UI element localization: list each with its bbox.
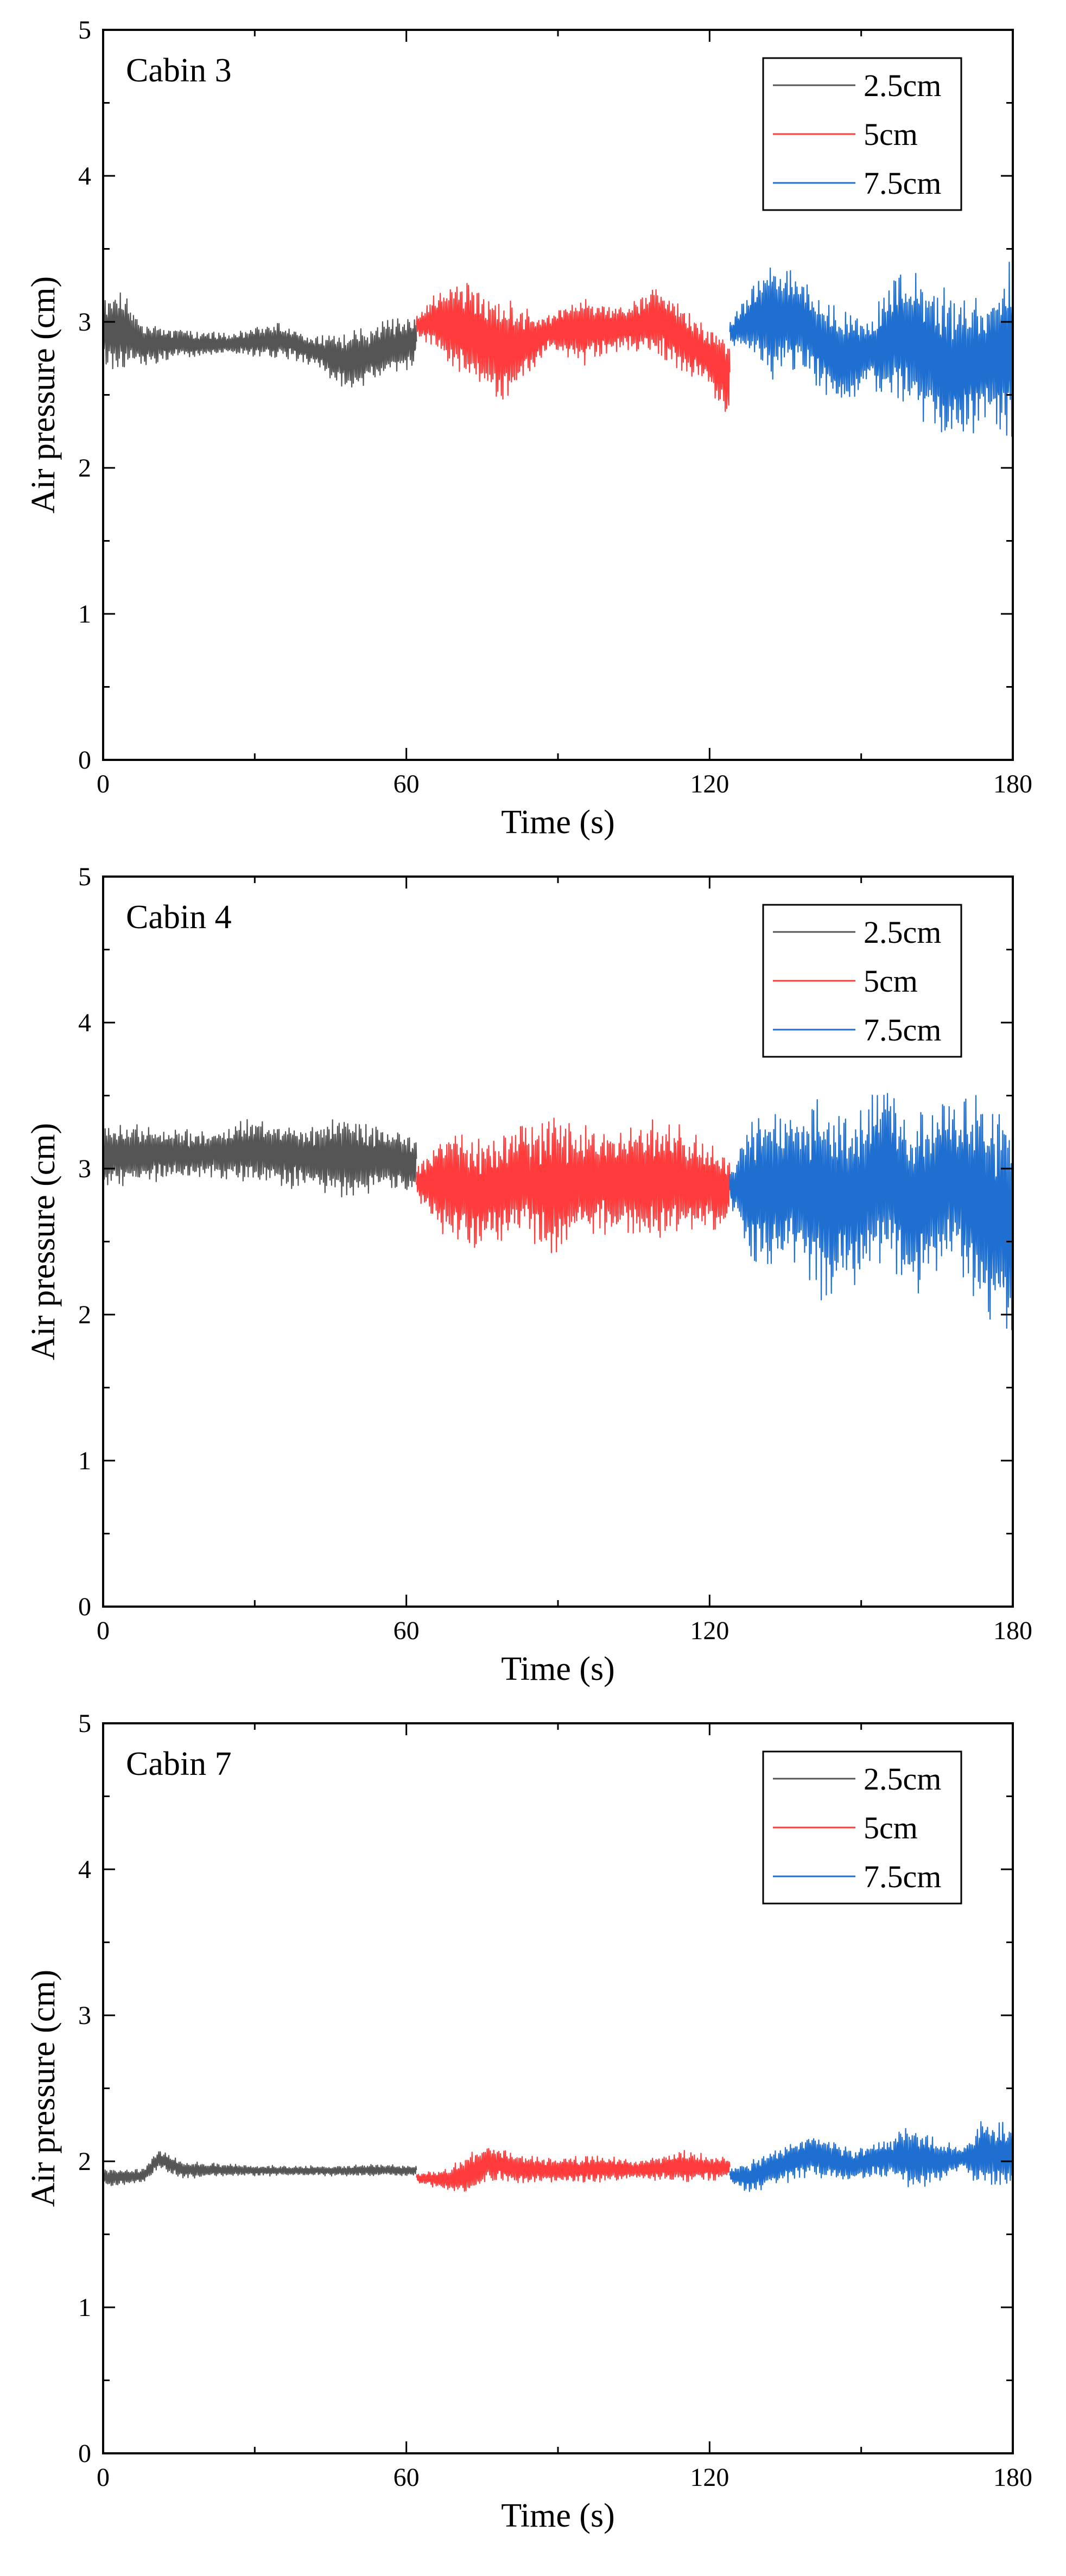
y-tick-label: 1 <box>78 2293 91 2322</box>
y-tick-label: 0 <box>78 2439 91 2468</box>
x-tick-label: 60 <box>394 2463 420 2492</box>
y-axis-title: Air pressure (cm) <box>25 276 62 513</box>
series-line-7.5cm <box>729 262 1014 437</box>
y-tick-label: 0 <box>78 746 91 775</box>
y-tick-label: 1 <box>78 1446 91 1475</box>
series-line-5cm <box>416 2148 731 2192</box>
y-tick-label: 4 <box>78 162 91 191</box>
y-tick-label: 0 <box>78 1592 91 1621</box>
x-tick-label: 180 <box>993 1616 1032 1645</box>
y-tick-label: 3 <box>78 2001 91 2030</box>
panel-title: Cabin 4 <box>126 899 232 936</box>
legend-label: 2.5cm <box>864 1761 941 1797</box>
legend-label: 5cm <box>864 1810 918 1845</box>
legend: 2.5cm 5cm 7.5cm <box>762 57 962 211</box>
x-tick-label: 0 <box>97 2463 110 2492</box>
x-axis-title: Time (s) <box>501 2497 615 2534</box>
y-tick-label: 3 <box>78 308 91 337</box>
panel-title: Cabin 3 <box>126 52 232 89</box>
legend-label: 7.5cm <box>864 166 941 201</box>
x-tick-label: 120 <box>690 1616 729 1645</box>
y-tick-label: 5 <box>78 1709 91 1738</box>
x-tick-label: 120 <box>690 2463 729 2492</box>
legend: 2.5cm 5cm 7.5cm <box>762 1750 962 1905</box>
y-axis-title: Air pressure (cm) <box>25 1970 62 2207</box>
panel-title: Cabin 7 <box>126 1746 232 1782</box>
y-tick-label: 2 <box>78 2147 91 2176</box>
chart-panel-3: 0 60 120 180 0 1 2 3 4 5 Time (s) Air pressure (cm)… <box>25 1709 1032 2534</box>
y-tick-label: 2 <box>78 1300 91 1329</box>
y-tick-label: 4 <box>78 1008 91 1037</box>
y-tick-label: 4 <box>78 1855 91 1884</box>
legend-label: 2.5cm <box>864 68 941 103</box>
legend: 2.5cm 5cm 7.5cm <box>762 904 962 1058</box>
series-line-7.5cm <box>729 2121 1014 2192</box>
legend-label: 5cm <box>864 117 918 152</box>
legend-label: 7.5cm <box>864 1012 941 1048</box>
x-tick-label: 180 <box>993 2463 1032 2492</box>
series-line-5cm <box>416 283 731 412</box>
chart-panel-2: 0 60 120 180 0 1 2 3 4 5 Time (s) Air pressure (cm)… <box>25 862 1032 1687</box>
legend-label: 7.5cm <box>864 1859 941 1894</box>
x-tick-label: 120 <box>690 770 729 798</box>
series-line-7.5cm <box>729 1093 1014 1330</box>
x-tick-label: 60 <box>394 1616 420 1645</box>
series-line-2.5cm <box>102 2151 417 2186</box>
x-tick-label: 60 <box>394 770 420 798</box>
series-line-2.5cm <box>102 292 417 388</box>
y-tick-label: 3 <box>78 1154 91 1183</box>
legend-label: 5cm <box>864 963 918 999</box>
x-axis-title: Time (s) <box>501 804 615 841</box>
x-tick-label: 180 <box>993 770 1032 798</box>
y-tick-label: 1 <box>78 600 91 629</box>
x-tick-label: 0 <box>97 770 110 798</box>
series-line-5cm <box>416 1118 731 1253</box>
x-axis-title: Time (s) <box>501 1651 615 1687</box>
x-tick-label: 0 <box>97 1616 110 1645</box>
y-axis-title: Air pressure (cm) <box>25 1123 62 1360</box>
chart-panel-1: 0 60 120 180 0 1 2 3 4 5 Time (s) Air pressure (cm)… <box>25 16 1032 841</box>
series-line-2.5cm <box>102 1119 417 1198</box>
legend-label: 2.5cm <box>864 915 941 950</box>
y-tick-label: 2 <box>78 454 91 483</box>
y-tick-label: 5 <box>78 16 91 45</box>
y-tick-label: 5 <box>78 862 91 891</box>
